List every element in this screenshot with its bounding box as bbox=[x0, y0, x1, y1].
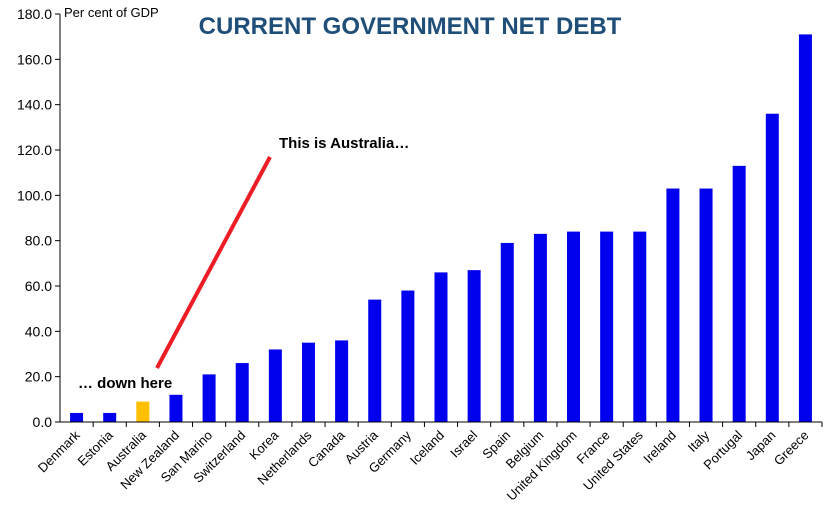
bar-new-zealand bbox=[169, 394, 183, 422]
bars bbox=[70, 34, 812, 423]
y-tick-label: 20.0 bbox=[25, 369, 52, 385]
bar-australia bbox=[136, 401, 150, 422]
y-axis-unit-label: Per cent of GDP bbox=[64, 5, 159, 20]
x-tick-label: Iceland bbox=[407, 428, 447, 468]
y-axis-ticks: 0.0 20.0 40.0 60.0 80.0 100.0 120.0 140.0 160.0 1… bbox=[17, 6, 60, 430]
bar-portugal bbox=[732, 165, 746, 422]
bar-switzerland bbox=[235, 363, 249, 422]
x-tick-label: Denmark bbox=[35, 427, 83, 475]
bar-ireland bbox=[666, 188, 680, 422]
annotation-down-here: … down here bbox=[78, 375, 172, 392]
bar-belgium bbox=[533, 233, 547, 422]
bar-iceland bbox=[434, 272, 448, 422]
y-tick-label: 180.0 bbox=[17, 6, 52, 22]
bar-netherlands bbox=[301, 342, 315, 422]
bar-japan bbox=[765, 113, 779, 422]
bar-france bbox=[600, 231, 614, 422]
x-tick-label: Ireland bbox=[640, 428, 679, 467]
y-tick-label: 140.0 bbox=[17, 97, 52, 113]
y-tick-label: 40.0 bbox=[25, 323, 52, 339]
y-tick-label: 100.0 bbox=[17, 187, 52, 203]
x-tick-label: Canada bbox=[305, 427, 348, 470]
y-tick-label: 80.0 bbox=[25, 233, 52, 249]
bar-denmark bbox=[70, 412, 84, 422]
x-tick-label: Greece bbox=[771, 428, 812, 469]
annotation-this-is-australia: This is Australia… bbox=[279, 135, 409, 152]
annotation-arrow bbox=[155, 156, 272, 369]
bar-austria bbox=[368, 299, 382, 422]
y-tick-label: 160.0 bbox=[17, 51, 52, 67]
bar-greece bbox=[798, 34, 812, 423]
bar-united-states bbox=[633, 231, 647, 422]
bar-estonia bbox=[103, 412, 117, 422]
bar-israel bbox=[467, 270, 481, 422]
bar-spain bbox=[500, 242, 514, 422]
bar-canada bbox=[335, 340, 349, 422]
bar-korea bbox=[268, 349, 282, 422]
bar-italy bbox=[699, 188, 713, 422]
bar-united-kingdom bbox=[567, 231, 581, 422]
x-tick-label: Israel bbox=[447, 427, 480, 460]
bar-germany bbox=[401, 290, 415, 422]
bar-san-marino bbox=[202, 374, 216, 422]
chart-title: CURRENT GOVERNMENT NET DEBT bbox=[199, 13, 622, 40]
y-tick-label: 0.0 bbox=[33, 414, 53, 430]
y-tick-label: 60.0 bbox=[25, 278, 52, 294]
x-tick-label: Italy bbox=[685, 427, 713, 455]
y-tick-label: 120.0 bbox=[17, 142, 52, 158]
